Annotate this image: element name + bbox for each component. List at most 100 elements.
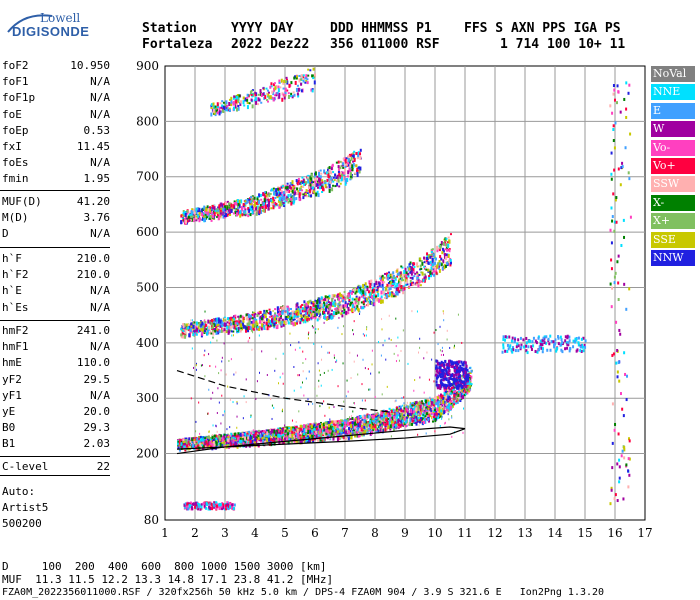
echo-point <box>456 378 459 382</box>
echo-point <box>261 437 264 440</box>
echo-point <box>248 317 251 321</box>
echo-point <box>342 176 345 181</box>
echo-point <box>180 441 183 444</box>
echo-point <box>347 306 350 311</box>
echo-point <box>225 213 228 218</box>
echo-point <box>301 308 304 313</box>
echo-point <box>364 282 367 286</box>
echo-point <box>270 436 273 439</box>
echo-point <box>281 195 284 199</box>
echo-point <box>389 286 392 290</box>
echo-point <box>449 262 452 267</box>
echo-point <box>264 195 267 200</box>
echo-point <box>386 428 389 431</box>
echo-point <box>371 429 374 432</box>
echo-point <box>182 323 185 327</box>
echo-point <box>334 185 337 188</box>
echo-point <box>183 442 186 446</box>
echo-point <box>199 435 202 438</box>
echo-point <box>283 320 286 324</box>
echo-point <box>216 211 219 214</box>
echo-point <box>188 213 191 217</box>
echo-point <box>319 425 322 429</box>
echo-point <box>459 393 462 398</box>
echo-point <box>262 209 265 212</box>
echo-point <box>423 402 426 407</box>
echo-point <box>289 193 292 197</box>
echo-point <box>295 433 298 436</box>
echo-point <box>350 424 353 429</box>
echo-point <box>322 188 325 192</box>
echo-point <box>425 262 428 265</box>
echo-point <box>315 306 318 311</box>
echo-point <box>413 262 416 266</box>
echo-point <box>266 318 269 322</box>
echo-point <box>183 218 186 223</box>
echo-point <box>310 423 313 426</box>
echo-point <box>231 316 234 319</box>
echo-point <box>400 276 403 280</box>
echo-point <box>404 404 407 407</box>
echo-point <box>392 421 395 424</box>
echo-point <box>273 199 276 202</box>
echo-point <box>312 312 315 316</box>
echo-point <box>195 209 198 214</box>
echo-point <box>402 289 405 292</box>
echo-point <box>445 404 448 409</box>
echo-point <box>449 392 452 395</box>
echo-point <box>347 419 350 422</box>
echo-point <box>312 181 315 184</box>
echo-point <box>391 413 394 416</box>
echo-point <box>226 330 229 333</box>
echo-point <box>230 316 233 321</box>
echo-point <box>352 162 355 166</box>
echo-point <box>337 179 340 183</box>
echo-point <box>197 326 200 331</box>
echo-point <box>289 434 292 438</box>
echo-point <box>405 405 408 408</box>
echo-point <box>193 211 196 215</box>
echo-point <box>295 303 298 307</box>
echo-point <box>442 241 445 246</box>
echo-point <box>259 430 262 433</box>
echo-point <box>222 322 225 325</box>
echo-point <box>288 432 291 435</box>
echo-point <box>444 403 447 407</box>
echo-point <box>407 405 410 409</box>
echo-point <box>440 394 443 399</box>
echo-point <box>396 275 399 278</box>
echo-point <box>212 438 215 441</box>
echo-point <box>375 419 378 422</box>
param-row: B0 29.3 <box>2 421 110 437</box>
echo-point <box>250 432 253 435</box>
echo-point <box>423 261 426 264</box>
echo-point <box>287 194 290 198</box>
echo-point <box>371 286 374 289</box>
echo-point <box>374 279 377 283</box>
echo-point <box>385 294 388 299</box>
echo-point <box>233 200 236 204</box>
echo-point <box>320 302 323 307</box>
echo-point <box>287 313 290 318</box>
echo-point <box>341 425 344 429</box>
echo-point <box>312 302 315 307</box>
echo-point <box>396 282 399 287</box>
echo-point <box>315 430 318 435</box>
echo-point <box>204 213 207 217</box>
echo-point <box>321 183 324 187</box>
echo-point <box>300 431 303 436</box>
echo-point <box>203 445 206 449</box>
echo-point <box>468 384 471 388</box>
echo-point <box>441 394 444 397</box>
echo-point <box>376 415 379 418</box>
echo-point <box>343 419 346 423</box>
echo-point <box>186 212 189 215</box>
echo-point <box>316 186 319 189</box>
echo-point <box>258 325 261 329</box>
echo-point <box>421 271 424 276</box>
echo-point <box>380 416 383 420</box>
echo-point <box>255 431 258 434</box>
echo-point <box>345 429 348 432</box>
echo-point <box>323 426 326 429</box>
echo-point <box>305 195 308 198</box>
